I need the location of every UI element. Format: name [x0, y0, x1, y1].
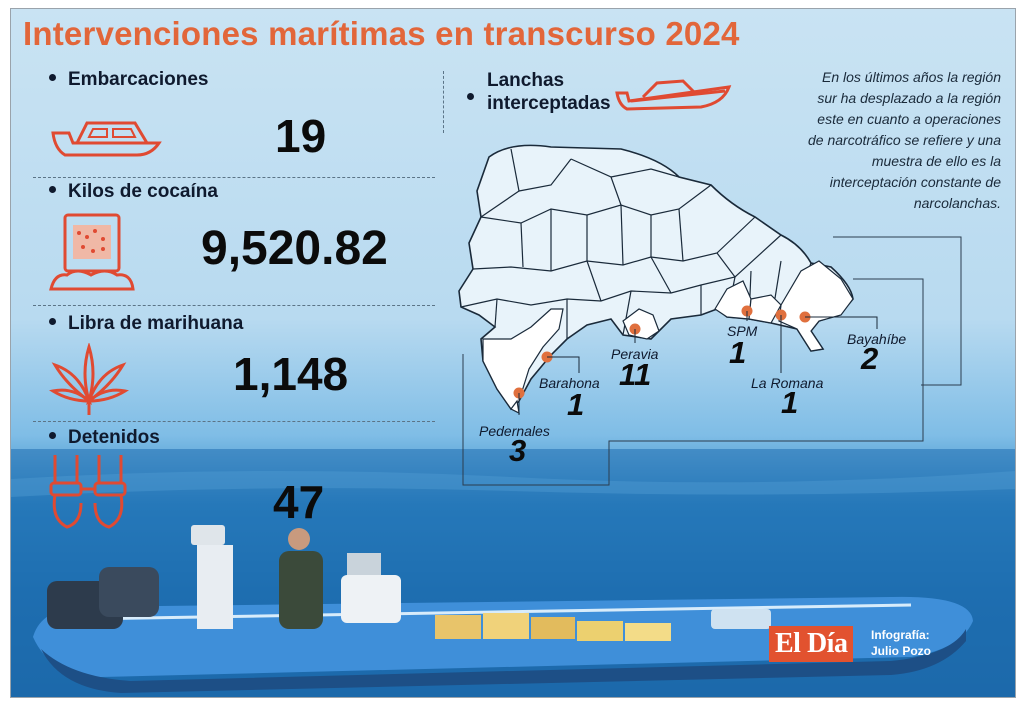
stat-label-marihuana: Libra de marihuana	[49, 313, 243, 335]
island-outline	[458, 144, 854, 411]
bullet	[49, 186, 56, 194]
stat-label-text: Libra de marihuana	[68, 313, 244, 334]
place-label-la-romana: La Romana	[751, 375, 824, 391]
cocaine-package-icon	[49, 213, 135, 291]
stat-value-cocaina: 9,520.82	[201, 222, 388, 275]
count-bayahibe: 2	[861, 341, 879, 376]
divider	[33, 177, 435, 178]
boat-photo	[11, 449, 1015, 697]
count-peravia: 11	[619, 357, 652, 392]
stat-value-detenidos: 47	[273, 476, 325, 528]
bullet	[49, 74, 56, 82]
page-title: Intervenciones marítimas en transcurso 2…	[23, 15, 740, 52]
count-la-romana: 1	[781, 385, 799, 420]
credit-label: Infografía:	[871, 628, 930, 642]
bullet	[49, 318, 56, 326]
lanchas-label-line2: interceptadas	[487, 93, 611, 114]
stat-value-embarcaciones: 19	[275, 110, 327, 162]
stat-label-text: Detenidos	[68, 427, 160, 448]
vertical-divider	[443, 71, 444, 133]
infographic: Intervenciones marítimas en transcurso 2…	[10, 8, 1016, 698]
lanchas-label-line1: Lanchas	[487, 70, 565, 91]
stat-label-detenidos: Detenidos	[49, 427, 160, 449]
stat-value-marihuana: 1,148	[233, 348, 349, 400]
count-pedernales: 3	[509, 433, 527, 468]
count-spm: 1	[729, 335, 747, 370]
divider	[33, 305, 435, 306]
stat-label-cocaina: Kilos de cocaína	[49, 181, 218, 203]
credit: Infografía: Julio Pozo	[871, 627, 931, 659]
place-label-peravia: Peravia	[611, 346, 659, 362]
count-barahona: 1	[567, 387, 585, 422]
speedboat-icon	[615, 79, 732, 111]
lanchas-label: Lanchas interceptadas	[467, 69, 611, 115]
place-label-bayahibe: Bayahíbe	[847, 331, 907, 347]
divider	[33, 421, 435, 422]
stat-label-text: Kilos de cocaína	[68, 181, 218, 202]
handcuffs-icon	[49, 455, 127, 529]
bullet	[49, 432, 56, 440]
place-label-pedernales: Pedernales	[479, 423, 550, 439]
place-label-barahona: Barahona	[539, 375, 600, 391]
place-label-spm: SPM	[727, 323, 758, 339]
boat-icon	[51, 121, 162, 157]
bullet	[467, 93, 474, 100]
stat-label-text: Embarcaciones	[68, 69, 209, 90]
marijuana-leaf-icon	[49, 343, 129, 415]
credit-author: Julio Pozo	[871, 644, 931, 658]
brand-logo: El Día	[769, 626, 854, 662]
map	[458, 144, 962, 486]
note-text: En los últimos años la región sur ha des…	[808, 69, 1001, 211]
stat-label-embarcaciones: Embarcaciones	[49, 69, 208, 91]
